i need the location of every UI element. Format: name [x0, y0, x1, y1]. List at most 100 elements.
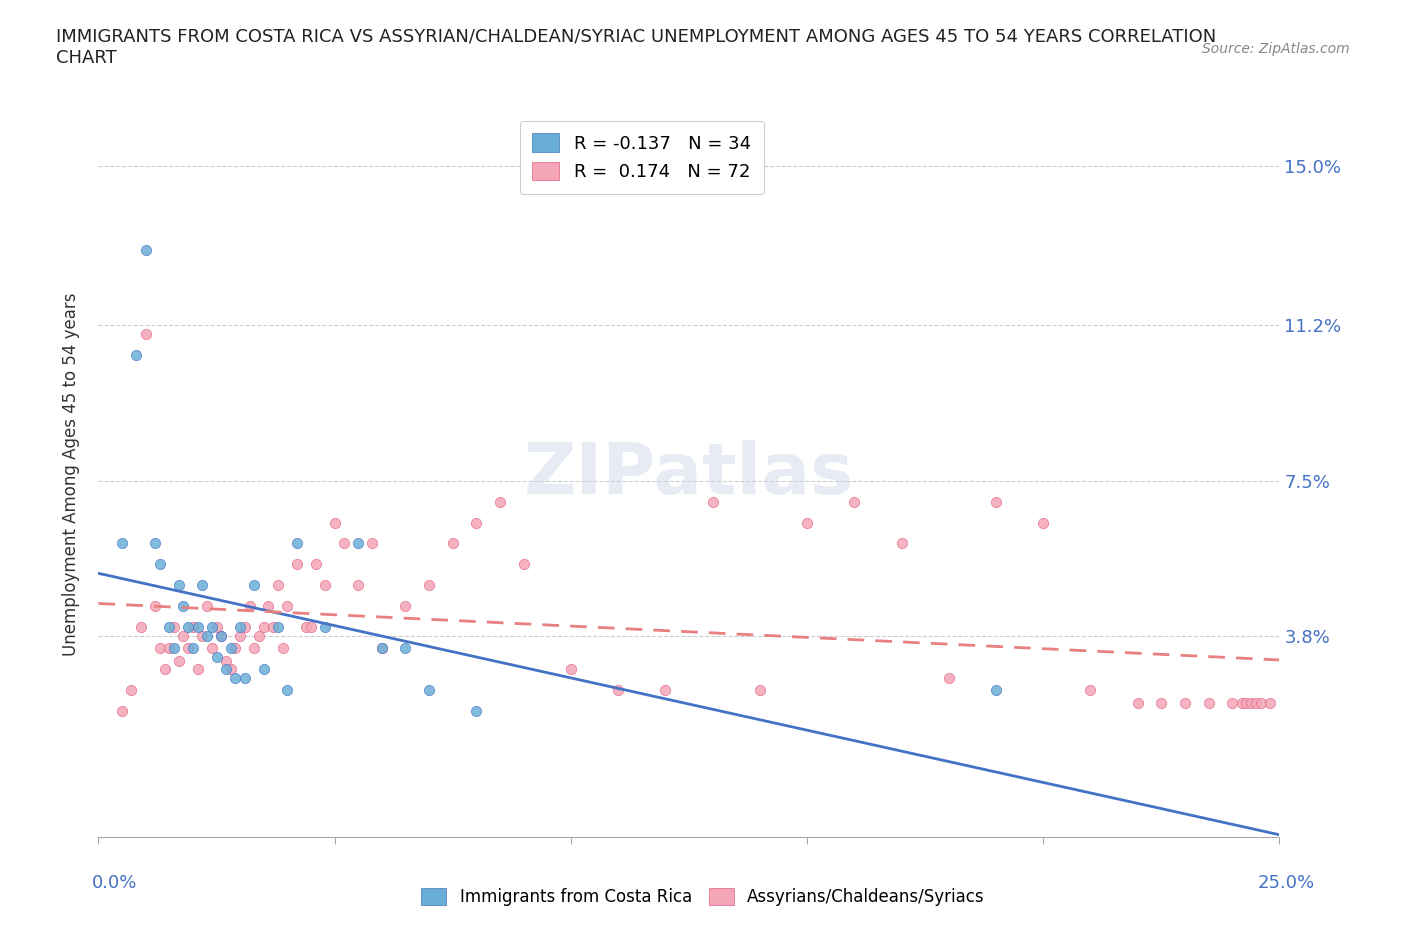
Point — [177, 620, 200, 635]
Legend: Immigrants from Costa Rica, Assyrians/Chaldeans/Syriacs: Immigrants from Costa Rica, Assyrians/Ch… — [415, 881, 991, 912]
Point — [465, 704, 488, 719]
Point — [243, 578, 266, 592]
Point — [1250, 696, 1272, 711]
Point — [1220, 696, 1243, 711]
Point — [149, 641, 172, 656]
Point — [219, 641, 242, 656]
Point — [157, 641, 180, 656]
Point — [276, 683, 298, 698]
Point — [187, 620, 209, 635]
Text: ZIPatlas: ZIPatlas — [524, 440, 853, 509]
Point — [253, 620, 276, 635]
Point — [229, 620, 252, 635]
Point — [314, 620, 336, 635]
Point — [167, 578, 190, 592]
Point — [1230, 696, 1253, 711]
Point — [195, 599, 218, 614]
Point — [153, 662, 176, 677]
Point — [215, 662, 238, 677]
Point — [239, 599, 262, 614]
Point — [229, 629, 252, 644]
Point — [181, 620, 204, 635]
Point — [172, 629, 194, 644]
Point — [371, 641, 394, 656]
Point — [191, 629, 214, 644]
Point — [347, 578, 370, 592]
Point — [177, 641, 200, 656]
Point — [267, 620, 290, 635]
Point — [201, 620, 224, 635]
Point — [243, 641, 266, 656]
Legend: R = -0.137   N = 34, R =  0.174   N = 72: R = -0.137 N = 34, R = 0.174 N = 72 — [520, 121, 763, 193]
Point — [224, 641, 246, 656]
Point — [163, 620, 186, 635]
Point — [149, 557, 172, 572]
Point — [219, 662, 242, 677]
Point — [135, 243, 157, 258]
Y-axis label: Unemployment Among Ages 45 to 54 years: Unemployment Among Ages 45 to 54 years — [62, 293, 80, 656]
Point — [1126, 696, 1149, 711]
Point — [1198, 696, 1220, 711]
Point — [224, 671, 246, 685]
Point — [172, 599, 194, 614]
Point — [135, 326, 157, 341]
Text: Source: ZipAtlas.com: Source: ZipAtlas.com — [1202, 42, 1350, 56]
Point — [1244, 696, 1267, 711]
Point — [418, 683, 440, 698]
Point — [607, 683, 630, 698]
Point — [121, 683, 143, 698]
Point — [253, 662, 276, 677]
Point — [323, 515, 346, 530]
Point — [125, 348, 148, 363]
Point — [299, 620, 322, 635]
Point — [418, 578, 440, 592]
Point — [560, 662, 582, 677]
Point — [984, 494, 1007, 509]
Point — [181, 641, 204, 656]
Point — [233, 620, 256, 635]
Point — [267, 578, 290, 592]
Point — [209, 629, 232, 644]
Point — [371, 641, 394, 656]
Point — [394, 599, 416, 614]
Point — [215, 654, 238, 669]
Point — [111, 536, 134, 551]
Point — [201, 641, 224, 656]
Point — [187, 662, 209, 677]
Point — [314, 578, 336, 592]
Point — [1032, 515, 1054, 530]
Point — [748, 683, 770, 698]
Point — [143, 599, 166, 614]
Point — [796, 515, 818, 530]
Point — [333, 536, 356, 551]
Point — [1080, 683, 1102, 698]
Point — [295, 620, 318, 635]
Point — [233, 671, 256, 685]
Point — [205, 649, 228, 664]
Point — [347, 536, 370, 551]
Point — [489, 494, 512, 509]
Text: 25.0%: 25.0% — [1257, 874, 1315, 892]
Point — [205, 620, 228, 635]
Point — [844, 494, 866, 509]
Point — [984, 683, 1007, 698]
Point — [285, 557, 308, 572]
Text: IMMIGRANTS FROM COSTA RICA VS ASSYRIAN/CHALDEAN/SYRIAC UNEMPLOYMENT AMONG AGES 4: IMMIGRANTS FROM COSTA RICA VS ASSYRIAN/C… — [56, 28, 1216, 67]
Point — [361, 536, 384, 551]
Point — [938, 671, 960, 685]
Point — [285, 536, 308, 551]
Point — [276, 599, 298, 614]
Point — [247, 629, 270, 644]
Point — [1150, 696, 1173, 711]
Point — [512, 557, 534, 572]
Point — [1174, 696, 1197, 711]
Text: 0.0%: 0.0% — [91, 874, 136, 892]
Point — [1258, 696, 1281, 711]
Point — [129, 620, 152, 635]
Point — [654, 683, 676, 698]
Point — [209, 629, 232, 644]
Point — [305, 557, 328, 572]
Point — [262, 620, 284, 635]
Point — [163, 641, 186, 656]
Point — [394, 641, 416, 656]
